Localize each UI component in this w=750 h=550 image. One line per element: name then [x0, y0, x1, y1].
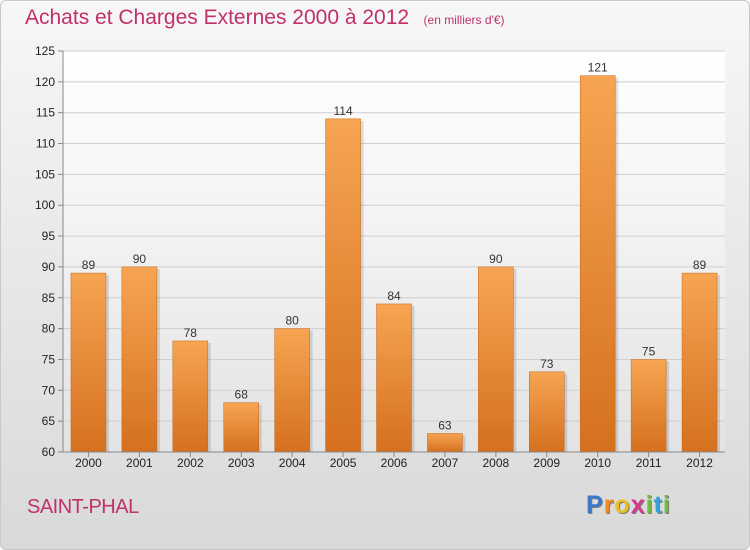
bar — [579, 75, 616, 453]
logo-letter: i — [645, 491, 654, 519]
x-tick-label: 2004 — [279, 456, 306, 470]
y-tick-label: 80 — [42, 322, 56, 336]
data-label: 68 — [235, 388, 249, 402]
data-label: 89 — [82, 258, 96, 272]
x-tick-label: 2008 — [482, 456, 509, 470]
chart-header: Achats et Charges Externes 2000 à 2012 (… — [25, 6, 505, 30]
data-label: 78 — [184, 326, 198, 340]
bar — [478, 266, 514, 453]
y-tick-label: 110 — [36, 137, 55, 151]
x-tick-label: 2000 — [75, 456, 102, 470]
x-tick-label: 2010 — [584, 456, 611, 470]
chart-title: Achats et Charges Externes 2000 à 2012 — [25, 6, 410, 29]
bar — [70, 272, 107, 453]
y-tick-label: 75 — [42, 352, 56, 366]
data-label: 121 — [588, 61, 608, 75]
logo-letter: x — [630, 491, 646, 519]
data-label: 90 — [133, 252, 147, 266]
chart-unit-label: (en milliers d'€) — [423, 13, 505, 27]
data-label: 63 — [438, 418, 452, 432]
y-tick-label: 60 — [42, 445, 56, 459]
bar — [274, 328, 310, 453]
bars-group — [70, 75, 721, 453]
y-tick-label: 70 — [42, 383, 56, 397]
x-tick-label: 2006 — [381, 456, 408, 470]
x-tick-label: 2012 — [686, 456, 713, 470]
x-tick-label: 2009 — [533, 456, 560, 470]
y-tick-label: 85 — [42, 291, 56, 305]
x-tick-label: 2007 — [432, 456, 459, 470]
bar — [172, 340, 209, 453]
bar — [223, 402, 259, 453]
logo-letter: r — [603, 491, 615, 519]
x-tick-label: 2002 — [177, 456, 204, 470]
commune-name: SAINT-PHAL — [27, 496, 139, 518]
y-tick-label: 100 — [35, 198, 55, 212]
bar — [121, 266, 158, 453]
data-label: 89 — [693, 258, 707, 272]
y-tick-label: 115 — [36, 106, 55, 120]
bar — [630, 359, 667, 453]
y-tick-label: 105 — [35, 167, 55, 181]
data-label: 73 — [540, 357, 554, 371]
bar — [427, 433, 463, 453]
bar — [681, 272, 718, 453]
labels-group: 60 65 70 75 80 85 90 95 100 105 110 115 120 125 2000 89… — [35, 44, 713, 470]
y-tick-label: 125 — [35, 44, 55, 58]
logo-letter: t — [653, 491, 663, 519]
x-tick-label: 2011 — [636, 456, 662, 470]
bar — [529, 371, 565, 453]
x-tick-label: 2001 — [126, 456, 153, 470]
data-label: 84 — [387, 289, 401, 303]
y-tick-label: 95 — [42, 229, 56, 243]
logo-letter: o — [614, 491, 631, 519]
bar — [325, 118, 361, 453]
proxiti-logo: Proxiti — [586, 491, 671, 520]
logo-letter: P — [586, 491, 604, 519]
logo-letter: i — [662, 491, 671, 519]
y-tick-label: 65 — [42, 414, 56, 428]
x-tick-label: 2005 — [330, 456, 357, 470]
y-tick-label: 120 — [35, 75, 55, 89]
y-tick-label: 90 — [42, 260, 56, 274]
data-label: 75 — [642, 344, 656, 358]
x-tick-label: 2003 — [228, 456, 255, 470]
data-label: 90 — [489, 252, 503, 266]
data-label: 114 — [334, 104, 353, 118]
bar — [376, 303, 412, 453]
data-label: 80 — [285, 314, 299, 328]
